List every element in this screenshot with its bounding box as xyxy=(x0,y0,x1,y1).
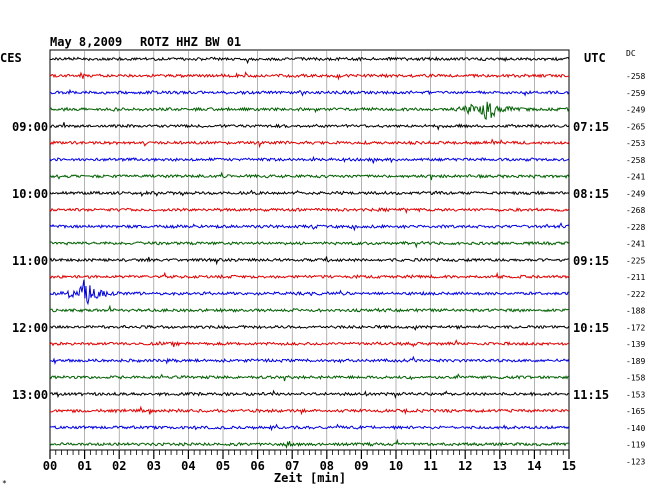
x-tick-label: 08 xyxy=(320,459,334,473)
dc-offset-label: -140 xyxy=(626,424,645,433)
dc-offset-label: -153 xyxy=(626,390,645,399)
x-tick-label: 01 xyxy=(77,459,91,473)
x-tick-label: 06 xyxy=(250,459,264,473)
dc-offset-label: -165 xyxy=(626,407,645,416)
time-grid xyxy=(49,49,570,459)
seismic-trace xyxy=(49,304,570,313)
seismic-trace xyxy=(49,256,570,266)
dc-offset-label: -249 xyxy=(626,106,645,115)
hour-label-utc: 10:15 xyxy=(573,321,609,335)
hour-label-local: 11:00 xyxy=(12,254,48,268)
x-tick-label: 00 xyxy=(43,459,57,473)
dc-offset-label: -139 xyxy=(626,340,645,349)
dc-offset-label: -241 xyxy=(626,173,645,182)
x-tick-label: 09 xyxy=(354,459,368,473)
dc-offset-label: -253 xyxy=(626,139,645,148)
dc-offset-label: -228 xyxy=(626,223,645,232)
seismic-trace xyxy=(49,207,570,215)
dc-header: DC xyxy=(626,49,636,58)
x-tick-label: 12 xyxy=(458,459,472,473)
x-axis-title: Zeit [min] xyxy=(274,471,346,485)
dc-offset-label: -211 xyxy=(626,273,645,282)
seismic-trace xyxy=(49,389,570,399)
hour-label-utc: 07:15 xyxy=(573,120,609,134)
seismic-trace xyxy=(49,339,570,348)
x-tick-label: 10 xyxy=(389,459,403,473)
dc-offset-label: -249 xyxy=(626,189,645,198)
x-tick-label: 04 xyxy=(181,459,195,473)
right-timezone: UTC xyxy=(584,51,606,65)
axis-labels: 00 01 02 03 04 05 06 07 08 09 10 11 12 13 14 15 -258 -259… xyxy=(12,72,645,473)
seismic-trace xyxy=(49,423,570,432)
seismic-trace xyxy=(49,122,570,131)
seismic-trace xyxy=(49,355,570,366)
seismic-trace xyxy=(49,56,570,65)
dc-offset-label: -265 xyxy=(626,122,645,131)
seismic-trace xyxy=(49,271,570,280)
seismic-trace xyxy=(49,438,570,450)
dc-offset-label: -225 xyxy=(626,256,645,265)
hour-label-local: 10:00 xyxy=(12,187,48,201)
hour-label-utc: 11:15 xyxy=(573,388,609,402)
trace-group xyxy=(49,56,570,450)
seismic-trace xyxy=(49,324,570,331)
x-tick-label: 11 xyxy=(423,459,437,473)
dc-offset-label: -158 xyxy=(626,374,645,383)
x-tick-label: 15 xyxy=(562,459,576,473)
dc-offset-label: -188 xyxy=(626,307,645,316)
seismic-trace xyxy=(49,138,570,149)
hour-label-local: 13:00 xyxy=(12,388,48,402)
hour-label-local: 09:00 xyxy=(12,120,48,134)
x-tick-label: 14 xyxy=(527,459,541,473)
dc-offset-label: -189 xyxy=(626,357,645,366)
dc-offset-label: -123 xyxy=(626,457,645,466)
x-tick-label: 02 xyxy=(112,459,126,473)
seismic-trace xyxy=(49,71,570,81)
left-timezone: CES xyxy=(0,51,22,65)
dc-offset-label: -172 xyxy=(626,323,645,332)
seismic-trace xyxy=(49,279,570,306)
dc-offset-label: -222 xyxy=(626,290,645,299)
seismic-trace xyxy=(49,171,570,181)
dc-offset-label: -258 xyxy=(626,72,645,81)
dc-offset-label: -259 xyxy=(626,89,645,98)
x-tick-label: 03 xyxy=(147,459,161,473)
seismic-trace xyxy=(49,101,570,120)
header-date: May 8,2009 xyxy=(50,35,122,49)
x-tick-label: 07 xyxy=(285,459,299,473)
hour-label-utc: 08:15 xyxy=(573,187,609,201)
seismic-trace xyxy=(49,222,570,232)
dc-offset-label: -268 xyxy=(626,206,645,215)
seismic-trace xyxy=(49,405,570,416)
x-tick-label: 13 xyxy=(493,459,507,473)
x-tick-label: 05 xyxy=(216,459,230,473)
header-station: ROTZ HHZ BW 01 xyxy=(140,35,241,49)
hour-label-utc: 09:15 xyxy=(573,254,609,268)
dc-offset-label: -258 xyxy=(626,156,645,165)
dc-offset-label: -119 xyxy=(626,441,645,450)
seismic-trace xyxy=(49,155,570,164)
hour-label-local: 12:00 xyxy=(12,321,48,335)
dc-offset-label: -241 xyxy=(626,240,645,249)
seismic-trace xyxy=(49,189,570,197)
corner-mark: * xyxy=(2,479,7,488)
seismic-trace xyxy=(49,240,570,249)
seismic-trace xyxy=(49,88,570,97)
seismic-trace xyxy=(49,373,570,382)
